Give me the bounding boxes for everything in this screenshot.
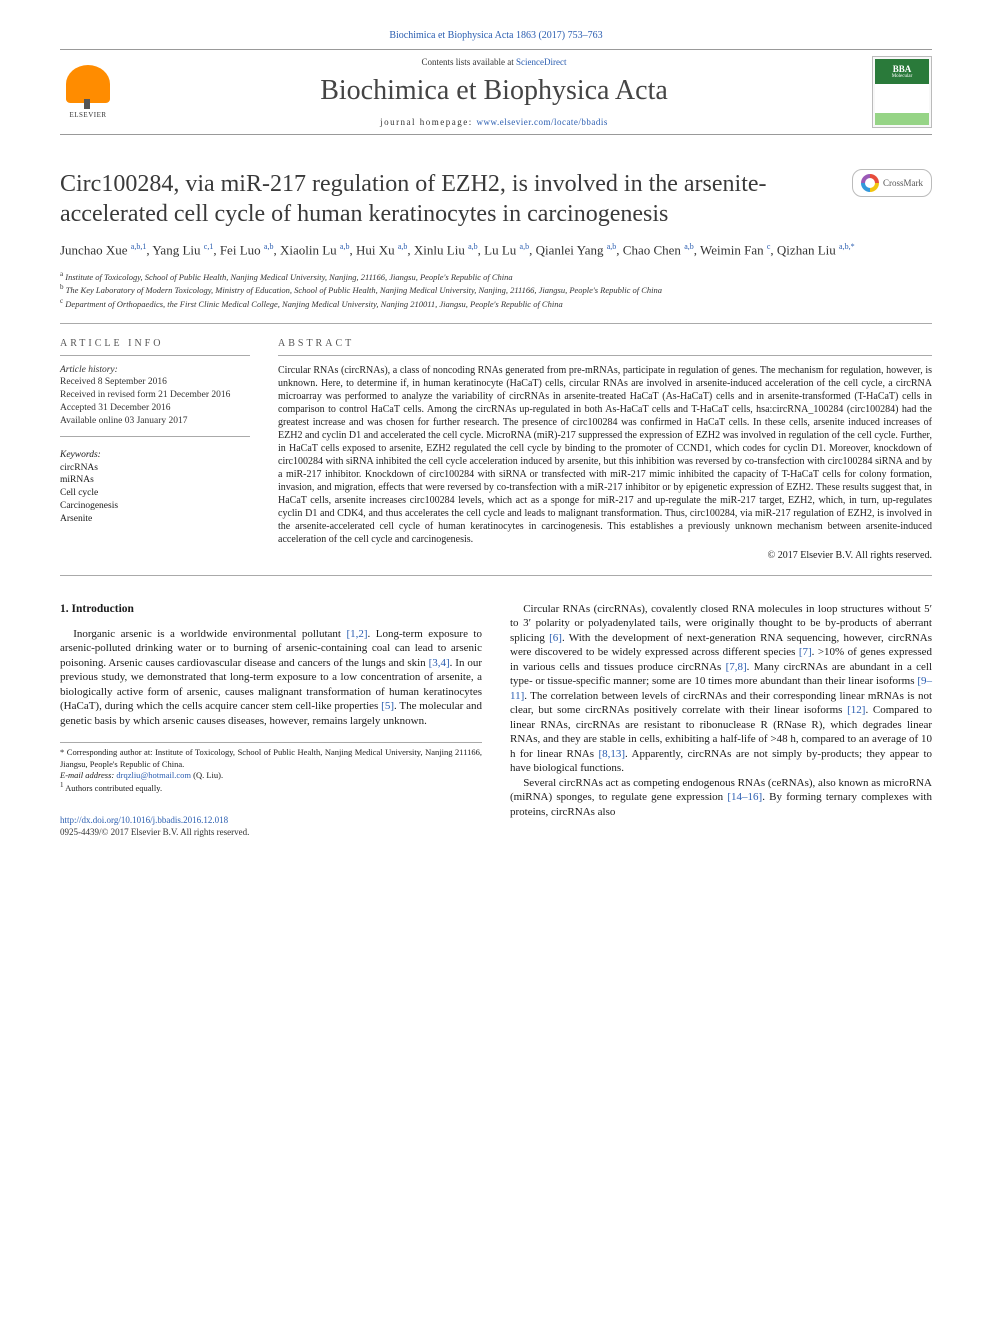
contents-prefix: Contents lists available at [422,57,516,67]
affiliation-line: b The Key Laboratory of Modern Toxicolog… [60,283,932,297]
crossmark-icon [861,174,879,192]
author-list: Junchao Xue a,b,1, Yang Liu c,1, Fei Luo… [60,241,932,260]
abstract-copyright: © 2017 Elsevier B.V. All rights reserved… [278,550,932,561]
keywords-label: Keywords: [60,449,250,462]
ref-link-3-4[interactable]: [3,4] [429,657,450,669]
ref-link-5[interactable]: [5] [381,700,394,712]
ref-link-7-8[interactable]: [7,8] [726,661,747,673]
ref-link-7[interactable]: [7] [799,646,812,658]
history-label: Article history: [60,364,250,377]
abstract-label: abstract [278,338,932,356]
history-line: Available online 03 January 2017 [60,415,250,428]
history-line: Received in revised form 21 December 201… [60,389,250,402]
elsevier-label: ELSEVIER [69,111,106,119]
homepage-label: journal homepage: [380,117,476,127]
email-link[interactable]: drqzliu@hotmail.com [116,770,191,780]
keyword-item: Arsenite [60,513,250,526]
ref-link-14-16[interactable]: [14–16] [727,791,762,803]
elsevier-logo: ELSEVIER [60,62,116,122]
footnote-email: E-mail address: drqzliu@hotmail.com (Q. … [60,770,482,781]
affiliations: a Institute of Toxicology, School of Pub… [60,270,932,324]
journal-name: Biochimica et Biophysica Acta [128,75,860,107]
bba-badge-line2: Molecular [892,74,913,79]
doi-link[interactable]: http://dx.doi.org/10.1016/j.bbadis.2016.… [60,815,228,825]
affiliation-line: a Institute of Toxicology, School of Pub… [60,270,932,284]
keyword-item: Cell cycle [60,487,250,500]
keyword-item: miRNAs [60,474,250,487]
right-paragraph-1: Circular RNAs (circRNAs), covalently clo… [510,602,932,776]
footnote-equal: 1 Authors contributed equally. [60,781,482,794]
ref-link-1-2[interactable]: [1,2] [346,628,367,640]
article-info-label: article info [60,338,250,356]
ref-link-8-13[interactable]: [8,13] [598,748,625,760]
history-line: Accepted 31 December 2016 [60,402,250,415]
footnotes-block: * Corresponding author at: Institute of … [60,742,482,793]
footnote-corresponding: * Corresponding author at: Institute of … [60,747,482,769]
body-right-column: Circular RNAs (circRNAs), covalently clo… [510,602,932,840]
abstract-text: Circular RNAs (circRNAs), a class of non… [278,364,932,546]
affiliation-line: c Department of Orthopaedics, the First … [60,297,932,311]
history-line: Received 8 September 2016 [60,376,250,389]
journal-header: ELSEVIER Contents lists available at Sci… [60,49,932,135]
abstract-block: abstract Circular RNAs (circRNAs), a cla… [278,338,932,561]
top-citation: Biochimica et Biophysica Acta 1863 (2017… [60,30,932,41]
article-title: Circ100284, via miR-217 regulation of EZ… [60,169,836,229]
keyword-item: circRNAs [60,462,250,475]
issn-line: 0925-4439/© 2017 Elsevier B.V. All right… [60,827,249,837]
crossmark-button[interactable]: CrossMark [852,169,932,197]
crossmark-label: CrossMark [883,178,923,188]
keyword-item: Carcinogenesis [60,500,250,513]
elsevier-tree-icon [66,65,110,103]
right-paragraph-2: Several circRNAs act as competing endoge… [510,776,932,820]
intro-paragraph-1: Inorganic arsenic is a worldwide environ… [60,627,482,729]
contents-line: Contents lists available at ScienceDirec… [128,57,860,67]
intro-heading: 1. Introduction [60,602,482,617]
sciencedirect-link[interactable]: ScienceDirect [516,57,566,67]
homepage-line: journal homepage: www.elsevier.com/locat… [128,117,860,127]
body-left-column: 1. Introduction Inorganic arsenic is a w… [60,602,482,840]
ref-link-6[interactable]: [6] [549,632,562,644]
article-info-block: article info Article history: Received 8… [60,338,250,561]
bba-cover-icon: BBA Molecular [872,56,932,128]
bba-badge-line1: BBA [893,64,912,74]
footer-block: http://dx.doi.org/10.1016/j.bbadis.2016.… [60,815,482,839]
ref-link-12[interactable]: [12] [847,704,865,716]
homepage-link[interactable]: www.elsevier.com/locate/bbadis [477,117,608,127]
